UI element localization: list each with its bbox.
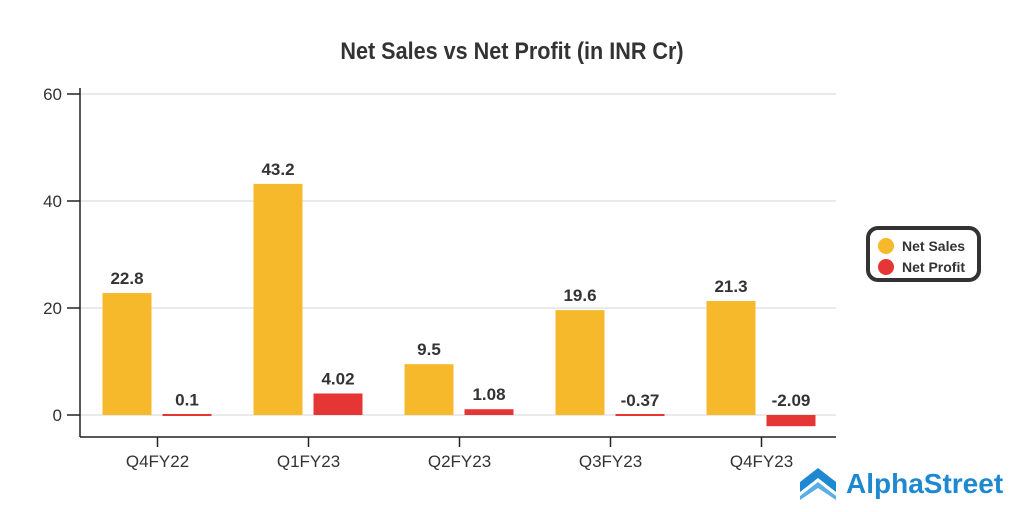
data-label: 19.6 (563, 286, 596, 305)
legend-item-net-sales: Net Sales (878, 235, 969, 256)
net-profit-swatch (878, 258, 894, 275)
net-sales-bar (404, 364, 454, 415)
net-profit-bar (464, 409, 514, 415)
data-label: 1.08 (472, 385, 505, 404)
net-sales-bar (253, 183, 303, 415)
data-label: 43.2 (261, 160, 294, 179)
data-label: 9.5 (417, 340, 441, 359)
data-label: -2.09 (772, 391, 811, 410)
net-sales-swatch (878, 237, 894, 254)
data-label: 21.3 (714, 277, 747, 296)
alphastreet-chevron-icon (800, 468, 836, 500)
legend: Net Sales Net Profit (866, 226, 981, 282)
data-label: 0.1 (175, 390, 199, 409)
y-tick-label: 20 (43, 299, 62, 318)
y-tick-label: 0 (53, 406, 62, 425)
net-profit-bar (162, 414, 212, 416)
x-tick-label: Q1FY23 (277, 452, 340, 471)
net-sales-bar (102, 293, 152, 415)
net-profit-bar (615, 414, 665, 416)
x-tick-label: Q4FY23 (730, 452, 793, 471)
data-label: 22.8 (110, 269, 143, 288)
brand-name: AlphaStreet (846, 468, 1004, 499)
data-label: 4.02 (321, 369, 354, 388)
net-profit-bar (313, 393, 363, 415)
alphastreet-logo: AlphaStreet (798, 466, 1003, 502)
legend-label: Net Sales (902, 237, 966, 254)
legend-label: Net Profit (902, 258, 965, 275)
net-sales-bar (706, 301, 756, 415)
net-sales-bar (555, 310, 605, 415)
chart-title: Net Sales vs Net Profit (in INR Cr) (340, 38, 684, 65)
net-profit-bar (766, 415, 816, 427)
x-tick-label: Q2FY23 (428, 452, 491, 471)
legend-item-net-profit: Net Profit (878, 256, 969, 277)
y-tick-label: 40 (43, 192, 62, 211)
data-label: -0.37 (621, 391, 660, 410)
y-tick-label: 60 (43, 85, 62, 104)
x-tick-label: Q3FY23 (579, 452, 642, 471)
x-tick-label: Q4FY22 (126, 452, 189, 471)
